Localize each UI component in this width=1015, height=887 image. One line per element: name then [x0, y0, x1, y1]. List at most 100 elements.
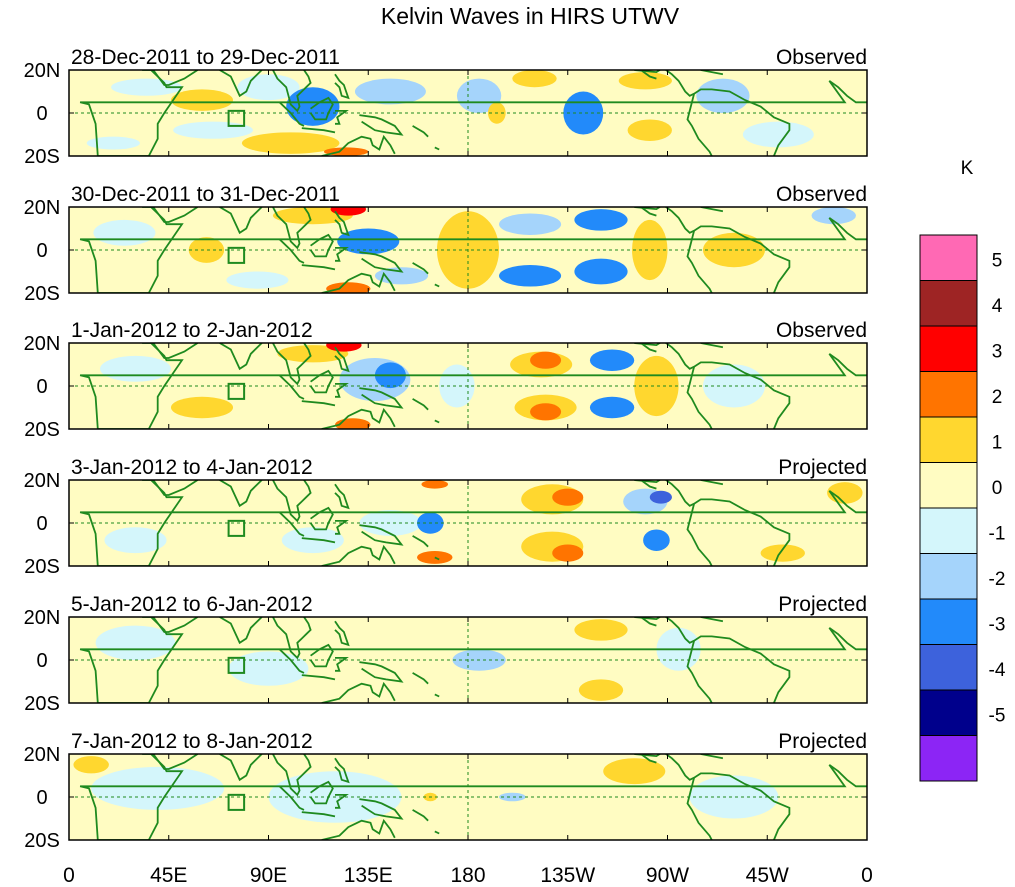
coastline — [301, 811, 336, 818]
panel-kind-label: Projected — [778, 456, 867, 479]
y-tick-label: 20S — [24, 830, 60, 852]
coastline — [272, 617, 312, 660]
panel-6: 20N 0 20S 7-Jan-2012 to 8-Jan-2012 Projected — [24, 730, 868, 852]
coastline — [152, 617, 199, 633]
anomaly-blob — [100, 355, 171, 382]
y-tick-label: 0 — [36, 376, 47, 398]
coastline — [434, 283, 440, 288]
coastline — [335, 794, 349, 809]
coastline — [686, 777, 713, 840]
coastline — [301, 674, 336, 681]
anomaly-blob — [530, 351, 562, 369]
y-tick-label: 20N — [24, 470, 61, 492]
coastline — [686, 640, 713, 703]
coastline — [434, 556, 440, 561]
coastlines — [79, 70, 867, 156]
coastline — [152, 70, 199, 86]
anomaly-blob — [91, 766, 225, 810]
anomaly-blob — [696, 78, 750, 113]
coastlines — [79, 617, 867, 703]
coastlines — [79, 480, 867, 566]
anomaly-blob — [574, 209, 628, 231]
coastline — [272, 343, 312, 386]
coastline — [321, 681, 396, 703]
panel-3: 20N 0 20S 1-Jan-2012 to 2-Jan-2012 Observed — [24, 319, 868, 441]
panels-group: 20N 0 20S 28-Dec-2011 to 29-Dec-2011 Observe… — [24, 46, 868, 852]
anomaly-blob — [589, 349, 635, 371]
coastline — [301, 537, 336, 544]
panel-kind-label: Observed — [776, 183, 867, 206]
panel-period-label: 5-Jan-2012 to 6-Jan-2012 — [71, 593, 313, 616]
anomaly-blob — [632, 219, 668, 281]
coastline — [359, 524, 404, 546]
anomaly-blob — [499, 213, 562, 235]
coastline — [434, 419, 440, 424]
anomaly-blob — [188, 237, 225, 263]
coastline — [634, 343, 791, 429]
anomaly-blob — [439, 364, 475, 408]
anomaly-blob — [702, 232, 766, 268]
anomaly-blob — [589, 396, 635, 419]
colorbar-bin — [919, 416, 978, 463]
panel-period-label: 28-Dec-2011 to 29-Dec-2011 — [71, 46, 340, 69]
coastline — [309, 643, 334, 668]
panel-period-label: 30-Dec-2011 to 31-Dec-2011 — [71, 183, 340, 206]
region-box — [227, 793, 246, 811]
colorbar-tick-label: 4 — [992, 296, 1003, 317]
coastline — [640, 207, 657, 217]
anomaly-blob — [456, 78, 502, 113]
colorbar-bin — [919, 462, 978, 509]
anomaly-blob — [552, 544, 584, 562]
coastline — [272, 480, 312, 523]
coastline — [334, 210, 350, 237]
coastline — [309, 96, 334, 121]
coastline — [359, 114, 404, 136]
anomaly-blob — [634, 355, 679, 417]
panel-kind-label: Observed — [776, 319, 867, 342]
coastlines — [79, 343, 867, 429]
coastline — [359, 798, 404, 820]
coastline — [309, 506, 334, 531]
anomaly-blob — [326, 343, 362, 352]
x-tick-label: 0 — [861, 864, 873, 887]
anomaly-blob — [277, 345, 349, 363]
coastline — [828, 764, 867, 788]
colorbar-bin — [919, 735, 978, 782]
colorbar-bin — [919, 280, 978, 327]
coastline — [301, 264, 336, 271]
colorbar-tick-label: 0 — [992, 478, 1003, 499]
colorbar-bin — [919, 644, 978, 691]
coastline — [359, 661, 404, 683]
anomaly-blob — [73, 756, 109, 774]
y-tick-label: 20S — [24, 283, 60, 305]
coastline — [412, 262, 429, 275]
colorbar-bin — [919, 553, 978, 600]
anomaly-blob — [237, 74, 300, 101]
coastline — [219, 70, 263, 98]
anomaly-blob — [578, 679, 624, 701]
anomaly-blob — [86, 136, 140, 150]
coastline — [640, 343, 657, 353]
colorbar-bin — [919, 507, 978, 554]
anomaly-blob — [574, 619, 628, 641]
coastline — [278, 648, 305, 674]
anomaly-blob — [603, 758, 666, 785]
chart-title: Kelvin Waves in HIRS UTWV — [381, 3, 680, 29]
colorbar-unit-label: K — [961, 158, 974, 179]
anomaly-blob — [93, 219, 156, 246]
y-tick-label: 20S — [24, 419, 60, 441]
x-tick-label: 0 — [63, 864, 75, 887]
coastline — [412, 672, 429, 685]
colorbar-tick-label: 2 — [992, 387, 1003, 408]
colorbar: K 5 4 3 2 1 0 -1 -2 -3 -4 -5 — [919, 158, 1006, 782]
coastline — [686, 503, 713, 566]
coastline — [272, 754, 312, 797]
y-tick-label: 0 — [36, 650, 47, 672]
panel-kind-label: Projected — [778, 593, 867, 616]
anomaly-blob — [530, 403, 562, 421]
coastline — [301, 127, 336, 134]
coastline — [640, 480, 657, 490]
colorbar-bin — [919, 689, 978, 736]
anomaly-blob — [281, 527, 344, 554]
